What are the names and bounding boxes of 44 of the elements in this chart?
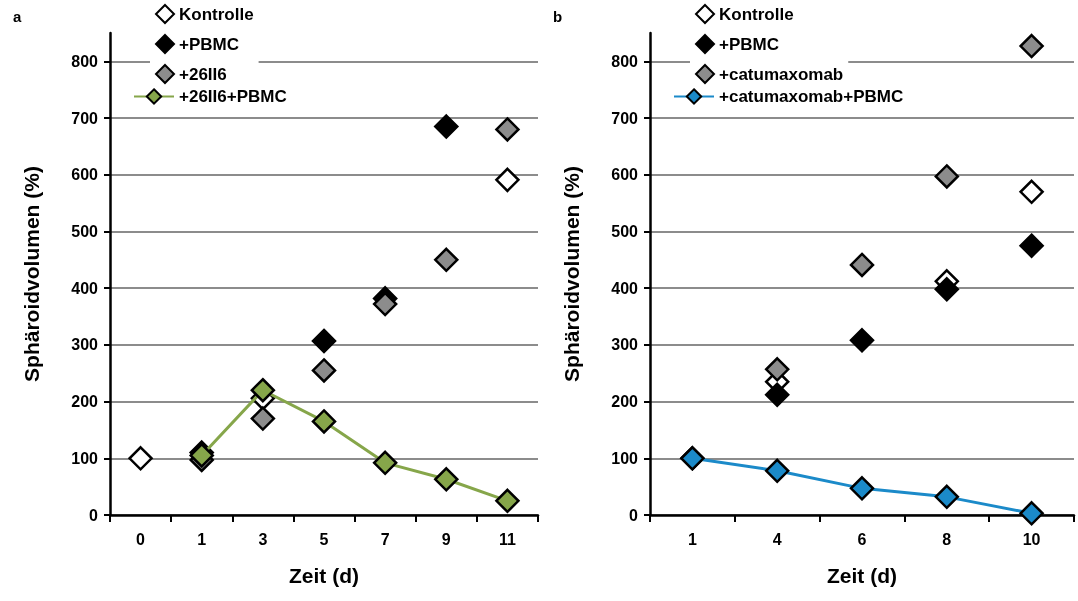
x-tick-label: 11 xyxy=(498,530,516,548)
legend-label: Kontrolle xyxy=(179,4,254,24)
y-axis-title: Sphäroidvolumen (%) xyxy=(20,166,43,382)
chart-title: b xyxy=(553,8,563,25)
y-tick-label: 500 xyxy=(611,222,639,240)
legend-label: +catumaxomab xyxy=(719,64,844,84)
x-tick-label: 3 xyxy=(258,530,268,548)
legend-label: +catumaxomab+PBMC xyxy=(719,87,904,106)
x-tick-label: 1 xyxy=(687,530,697,548)
legend-label: Kontrolle xyxy=(719,4,794,24)
legend-label: +PBMC xyxy=(179,34,239,54)
y-tick-label: 800 xyxy=(611,52,639,70)
y-tick-label: 600 xyxy=(71,166,99,184)
y-tick-label: 700 xyxy=(71,109,99,127)
y-tick-label: 0 xyxy=(629,506,639,524)
y-tick-label: 600 xyxy=(611,166,639,184)
x-tick-label: 7 xyxy=(380,530,390,548)
y-axis-title: Sphäroidvolumen (%) xyxy=(560,166,583,382)
legend-label: +26II6+PBMC xyxy=(179,87,287,106)
y-tick-label: 700 xyxy=(611,109,639,127)
y-tick-label: 0 xyxy=(89,506,99,524)
y-tick-label: 200 xyxy=(611,393,639,411)
x-tick-label: 8 xyxy=(942,530,952,548)
x-axis-title: Zeit (d) xyxy=(827,564,897,587)
y-tick-label: 100 xyxy=(71,449,99,467)
legend-label: +26II6 xyxy=(179,64,227,84)
legend-label: +PBMC xyxy=(719,34,779,54)
x-axis-title: Zeit (d) xyxy=(289,564,359,587)
y-tick-label: 200 xyxy=(71,393,99,411)
x-tick-label: 5 xyxy=(319,530,329,548)
x-tick-label: 6 xyxy=(857,530,867,548)
x-tick-label: 4 xyxy=(772,530,782,548)
x-tick-label: 0 xyxy=(136,530,146,548)
y-tick-label: 300 xyxy=(611,336,639,354)
y-tick-label: 400 xyxy=(611,279,639,297)
x-tick-label: 10 xyxy=(1022,530,1041,548)
y-tick-label: 500 xyxy=(71,222,99,240)
x-tick-label: 9 xyxy=(441,530,451,548)
x-tick-label: 1 xyxy=(197,530,207,548)
y-tick-label: 300 xyxy=(71,336,99,354)
chart-title: a xyxy=(13,8,22,25)
y-tick-label: 400 xyxy=(71,279,99,297)
y-tick-label: 100 xyxy=(611,449,639,467)
y-tick-label: 800 xyxy=(71,52,99,70)
